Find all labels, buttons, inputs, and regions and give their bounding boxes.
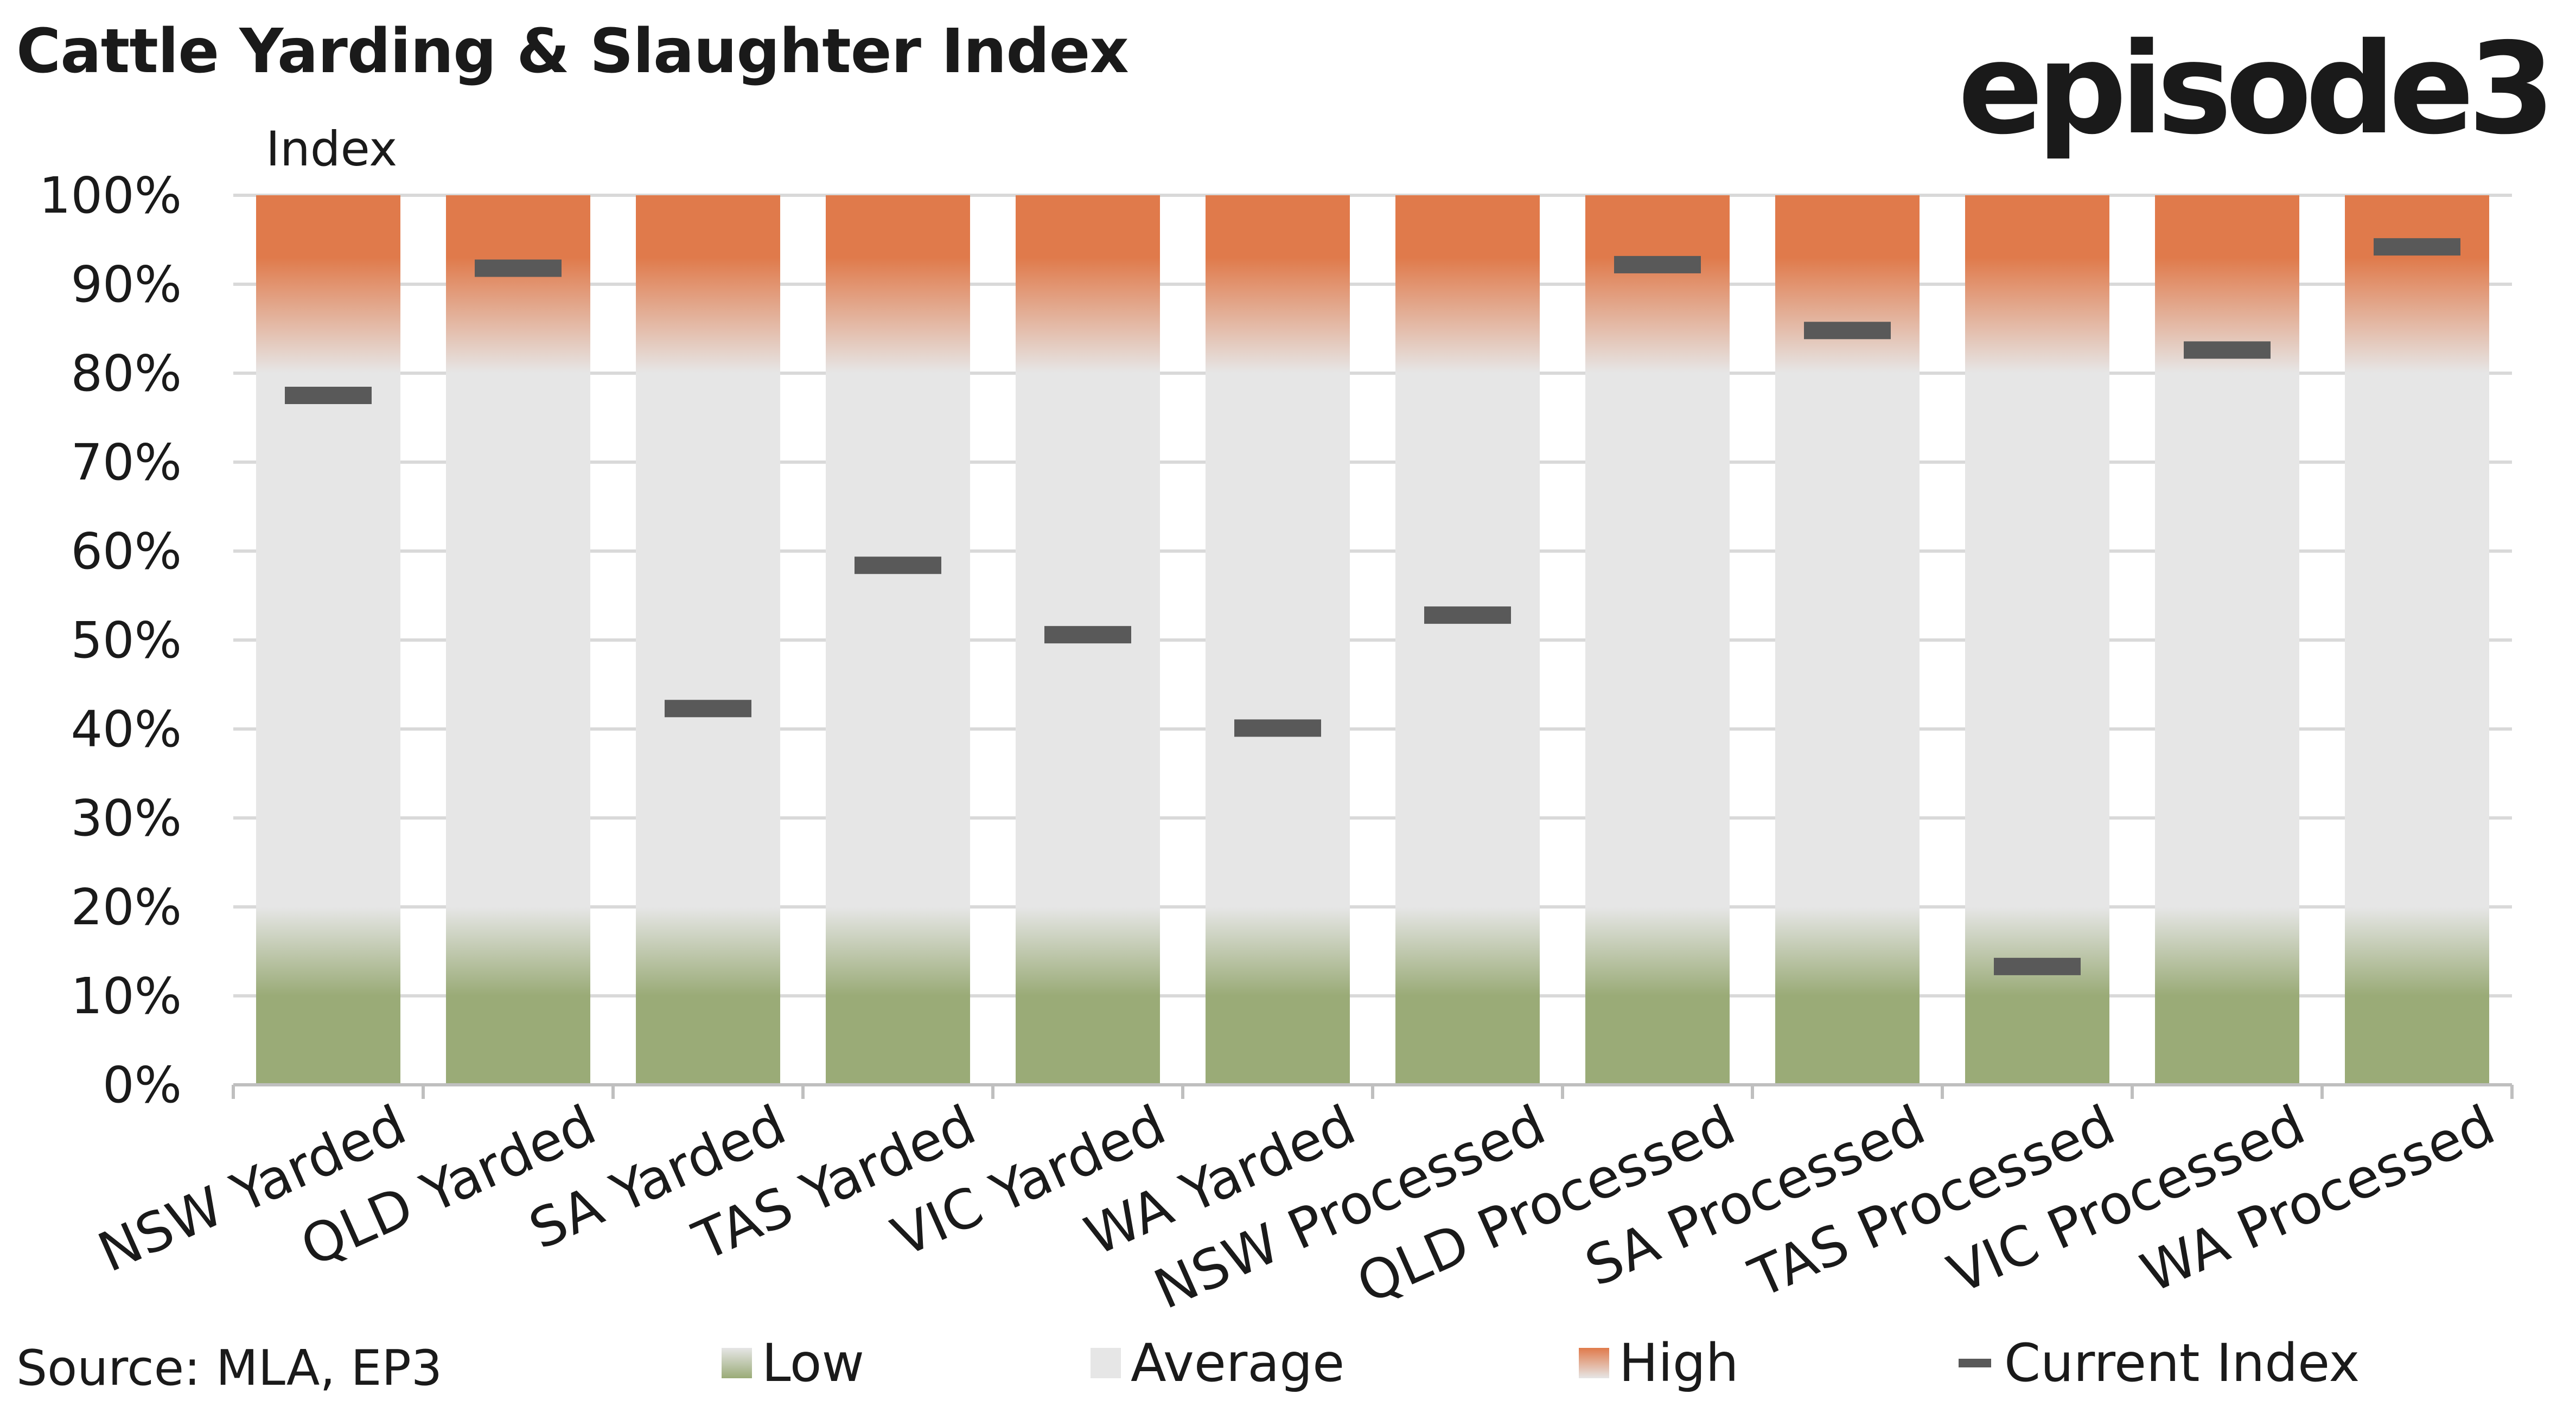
legend-current-label: Current Index	[2004, 1333, 2360, 1393]
current-index-marker	[1424, 606, 1511, 624]
source-note: Source: MLA, EP3	[16, 1340, 443, 1397]
legend-high-label: High	[1619, 1333, 1739, 1393]
y-tick-labels: 0% 10% 20% 30% 40% 50% 60% 70% 80% 90% 100%	[39, 167, 182, 1114]
current-index-markers	[285, 238, 2460, 975]
bars	[256, 195, 2489, 1085]
bar	[1206, 195, 1350, 1085]
legend-current-swatch	[1959, 1359, 1991, 1367]
y-tick-label: 0%	[103, 1056, 182, 1114]
current-index-marker	[665, 700, 751, 718]
legend-current: Current Index	[1959, 1333, 2360, 1393]
legend-average: Average	[1091, 1333, 1344, 1393]
y-tick-label: 90%	[71, 255, 182, 314]
y-tick-label: 40%	[71, 700, 182, 758]
bar	[1585, 195, 1730, 1085]
current-index-marker	[1804, 322, 1891, 340]
legend-low-label: Low	[762, 1333, 865, 1393]
bar	[1775, 195, 1920, 1085]
x-axis	[232, 1083, 2514, 1099]
bar	[446, 195, 590, 1085]
y-tick-label: 80%	[71, 344, 182, 402]
y-tick-label: 70%	[71, 433, 182, 491]
bar	[2345, 195, 2489, 1085]
episode3-logo: episode3	[1957, 16, 2555, 162]
legend-high-swatch	[1579, 1348, 1609, 1378]
bar	[826, 195, 970, 1085]
y-axis-label: Index	[266, 121, 397, 177]
y-tick-label: 20%	[71, 878, 182, 936]
legend-low-swatch	[722, 1348, 752, 1378]
gridlines	[233, 194, 2512, 1086]
current-index-marker	[1614, 255, 1701, 273]
y-tick-label: 50%	[71, 611, 182, 669]
legend-low: Low	[722, 1333, 864, 1393]
y-tick-label: 60%	[71, 522, 182, 580]
bar	[2155, 195, 2299, 1085]
legend-average-swatch	[1091, 1348, 1121, 1378]
bar	[1395, 195, 1540, 1085]
legend-high: High	[1579, 1333, 1739, 1393]
bar	[636, 195, 780, 1085]
current-index-marker	[475, 259, 562, 277]
current-index-marker	[1994, 957, 2081, 975]
current-index-marker	[855, 557, 941, 574]
chart-title: Cattle Yarding & Slaughter Index	[16, 16, 1129, 87]
current-index-marker	[2374, 238, 2460, 256]
y-tick-label: 30%	[71, 789, 182, 847]
current-index-marker	[1234, 719, 1321, 737]
current-index-marker	[285, 387, 372, 404]
y-tick-label: 100%	[39, 167, 182, 225]
current-index-marker	[1044, 626, 1131, 644]
bar	[1965, 195, 2109, 1085]
current-index-marker	[2184, 341, 2271, 359]
bar	[256, 195, 400, 1085]
y-tick-label: 10%	[71, 967, 182, 1025]
legend-average-label: Average	[1131, 1333, 1345, 1393]
